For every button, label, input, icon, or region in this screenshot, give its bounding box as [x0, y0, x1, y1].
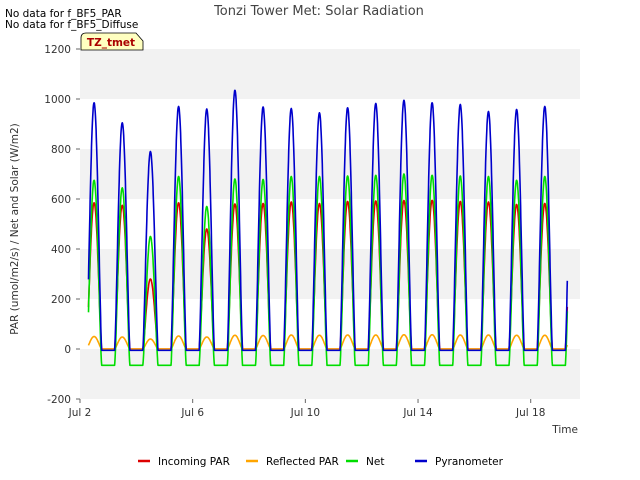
- grid-band: [80, 149, 580, 199]
- no-data-note-diffuse: No data for f_BF5_Diffuse: [5, 19, 139, 31]
- legend-label-net: Net: [366, 456, 384, 468]
- chart-title: Tonzi Tower Met: Solar Radiation: [213, 4, 424, 19]
- x-tick-label: Jul 14: [402, 407, 433, 419]
- x-axis-ticks: Jul 2 Jul 6 Jul 10 Jul 14 Jul 18: [68, 399, 545, 419]
- y-tick-label: 0: [64, 344, 71, 356]
- y-axis-ticks: -200 0 200 400 600 800 1000 1200: [44, 44, 80, 406]
- x-tick-label: Jul 10: [290, 407, 320, 419]
- plot-area: [80, 49, 580, 399]
- y-tick-label: 200: [51, 294, 71, 306]
- series-line-pyranometer: [87, 89, 569, 352]
- y-tick-label: -200: [47, 394, 71, 406]
- y-tick-label: 400: [51, 244, 71, 256]
- legend-label-incoming-par: Incoming PAR: [158, 456, 230, 468]
- x-tick-label: Jul 2: [68, 407, 92, 419]
- no-data-note-par: No data for f_BF5_PAR: [5, 8, 122, 20]
- grid-band: [80, 349, 580, 399]
- legend-label-reflected-par: Reflected PAR: [266, 456, 339, 468]
- y-tick-label: 1000: [44, 94, 71, 106]
- x-axis-label: Time: [551, 424, 578, 436]
- plot-background-bands: [80, 49, 580, 399]
- x-tick-label: Jul 18: [515, 407, 545, 419]
- y-tick-label: 800: [51, 144, 71, 156]
- y-tick-label: 600: [51, 194, 71, 206]
- x-tick-label: Jul 6: [180, 407, 204, 419]
- series-lines: [87, 89, 569, 367]
- legend-label-pyranometer: Pyranometer: [435, 456, 504, 468]
- grid-band: [80, 49, 580, 99]
- series-line-net: [87, 173, 569, 367]
- badge-shape: [80, 32, 144, 51]
- y-axis-label: PAR (umol/m2/s) / Net and Solar (W/m2): [9, 123, 21, 335]
- y-tick-label: 1200: [44, 44, 71, 56]
- series-line-reflected-par: [87, 334, 569, 350]
- legend: Incoming PAR Reflected PAR Net Pyranometer: [138, 456, 504, 468]
- tz-tmet-badge: TZ_tmet: [80, 32, 144, 51]
- grid-band: [80, 249, 580, 299]
- badge-label: TZ_tmet: [87, 37, 135, 49]
